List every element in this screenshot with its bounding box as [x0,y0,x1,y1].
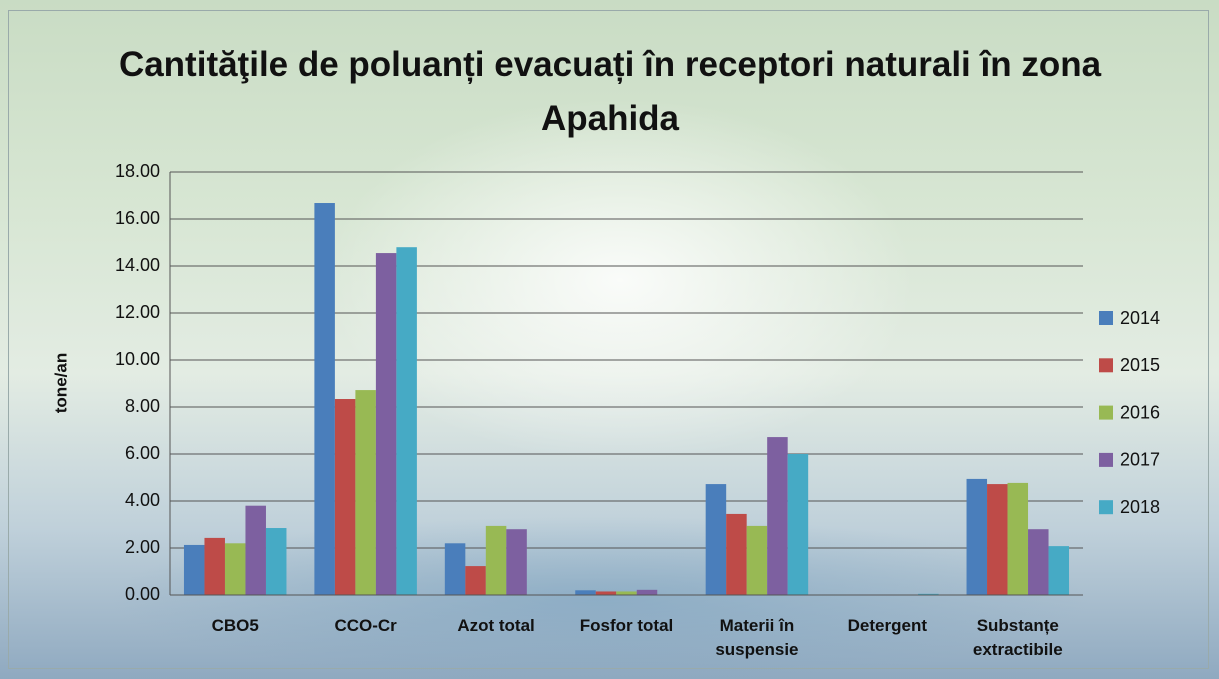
bar [596,591,617,595]
bar [506,529,526,595]
x-tick-label: Fosfor total [565,614,689,638]
bar [575,590,596,595]
bar [355,390,376,595]
y-tick-label: 4.00 [125,490,160,510]
y-tick-label: 16.00 [115,208,160,228]
bar [184,545,205,595]
bar [445,543,466,595]
y-tick-label: 0.00 [125,584,160,604]
bar [637,590,658,595]
legend-label: 2015 [1120,355,1160,375]
y-axis-label: tone/an [51,353,70,413]
legend-swatch [1099,311,1113,325]
y-tick-label: 12.00 [115,302,160,322]
bar [616,591,637,595]
legend-swatch [1099,358,1113,372]
bar [1008,483,1028,595]
legend-swatch [1099,500,1113,514]
bar [967,479,988,595]
x-tick-label: Substanțe extractibile [956,614,1080,662]
bar [486,526,507,595]
bar [225,543,246,595]
bar [465,566,486,595]
bar [266,528,287,595]
bar [767,437,788,595]
y-tick-label: 6.00 [125,443,160,463]
bar [245,506,266,595]
bar [747,526,768,595]
bar [726,514,747,595]
x-tick-label: Azot total [434,614,558,638]
y-tick-label: 8.00 [125,396,160,416]
x-tick-label: Detergent [825,614,949,638]
bar [314,203,335,595]
bar [204,538,225,595]
bar [1049,546,1070,595]
bar [376,253,397,595]
x-tick-label: CBO5 [173,614,297,638]
legend-label: 2017 [1120,450,1160,470]
y-tick-label: 18.00 [115,161,160,181]
y-tick-label: 14.00 [115,255,160,275]
bar [335,399,356,595]
bar [396,247,417,595]
bar [706,484,727,595]
bar [1028,529,1049,595]
x-tick-label: Materii în suspensie [695,614,819,662]
legend-label: 2014 [1120,308,1160,328]
bar [788,454,809,595]
chart: tone/an 0.00 2.00 4.00 6.00 8.00 10.00 12.00 14… [0,0,1219,679]
bar [987,484,1008,595]
y-tick-label: 10.00 [115,349,160,369]
legend-label: 2018 [1120,497,1160,517]
legend-label: 2016 [1120,402,1160,422]
legend-swatch [1099,406,1113,420]
x-tick-label: CCO-Cr [304,614,428,638]
legend-swatch [1099,453,1113,467]
y-tick-label: 2.00 [125,537,160,557]
page: Cantităţile de poluanți evacuați în rece… [0,0,1219,679]
